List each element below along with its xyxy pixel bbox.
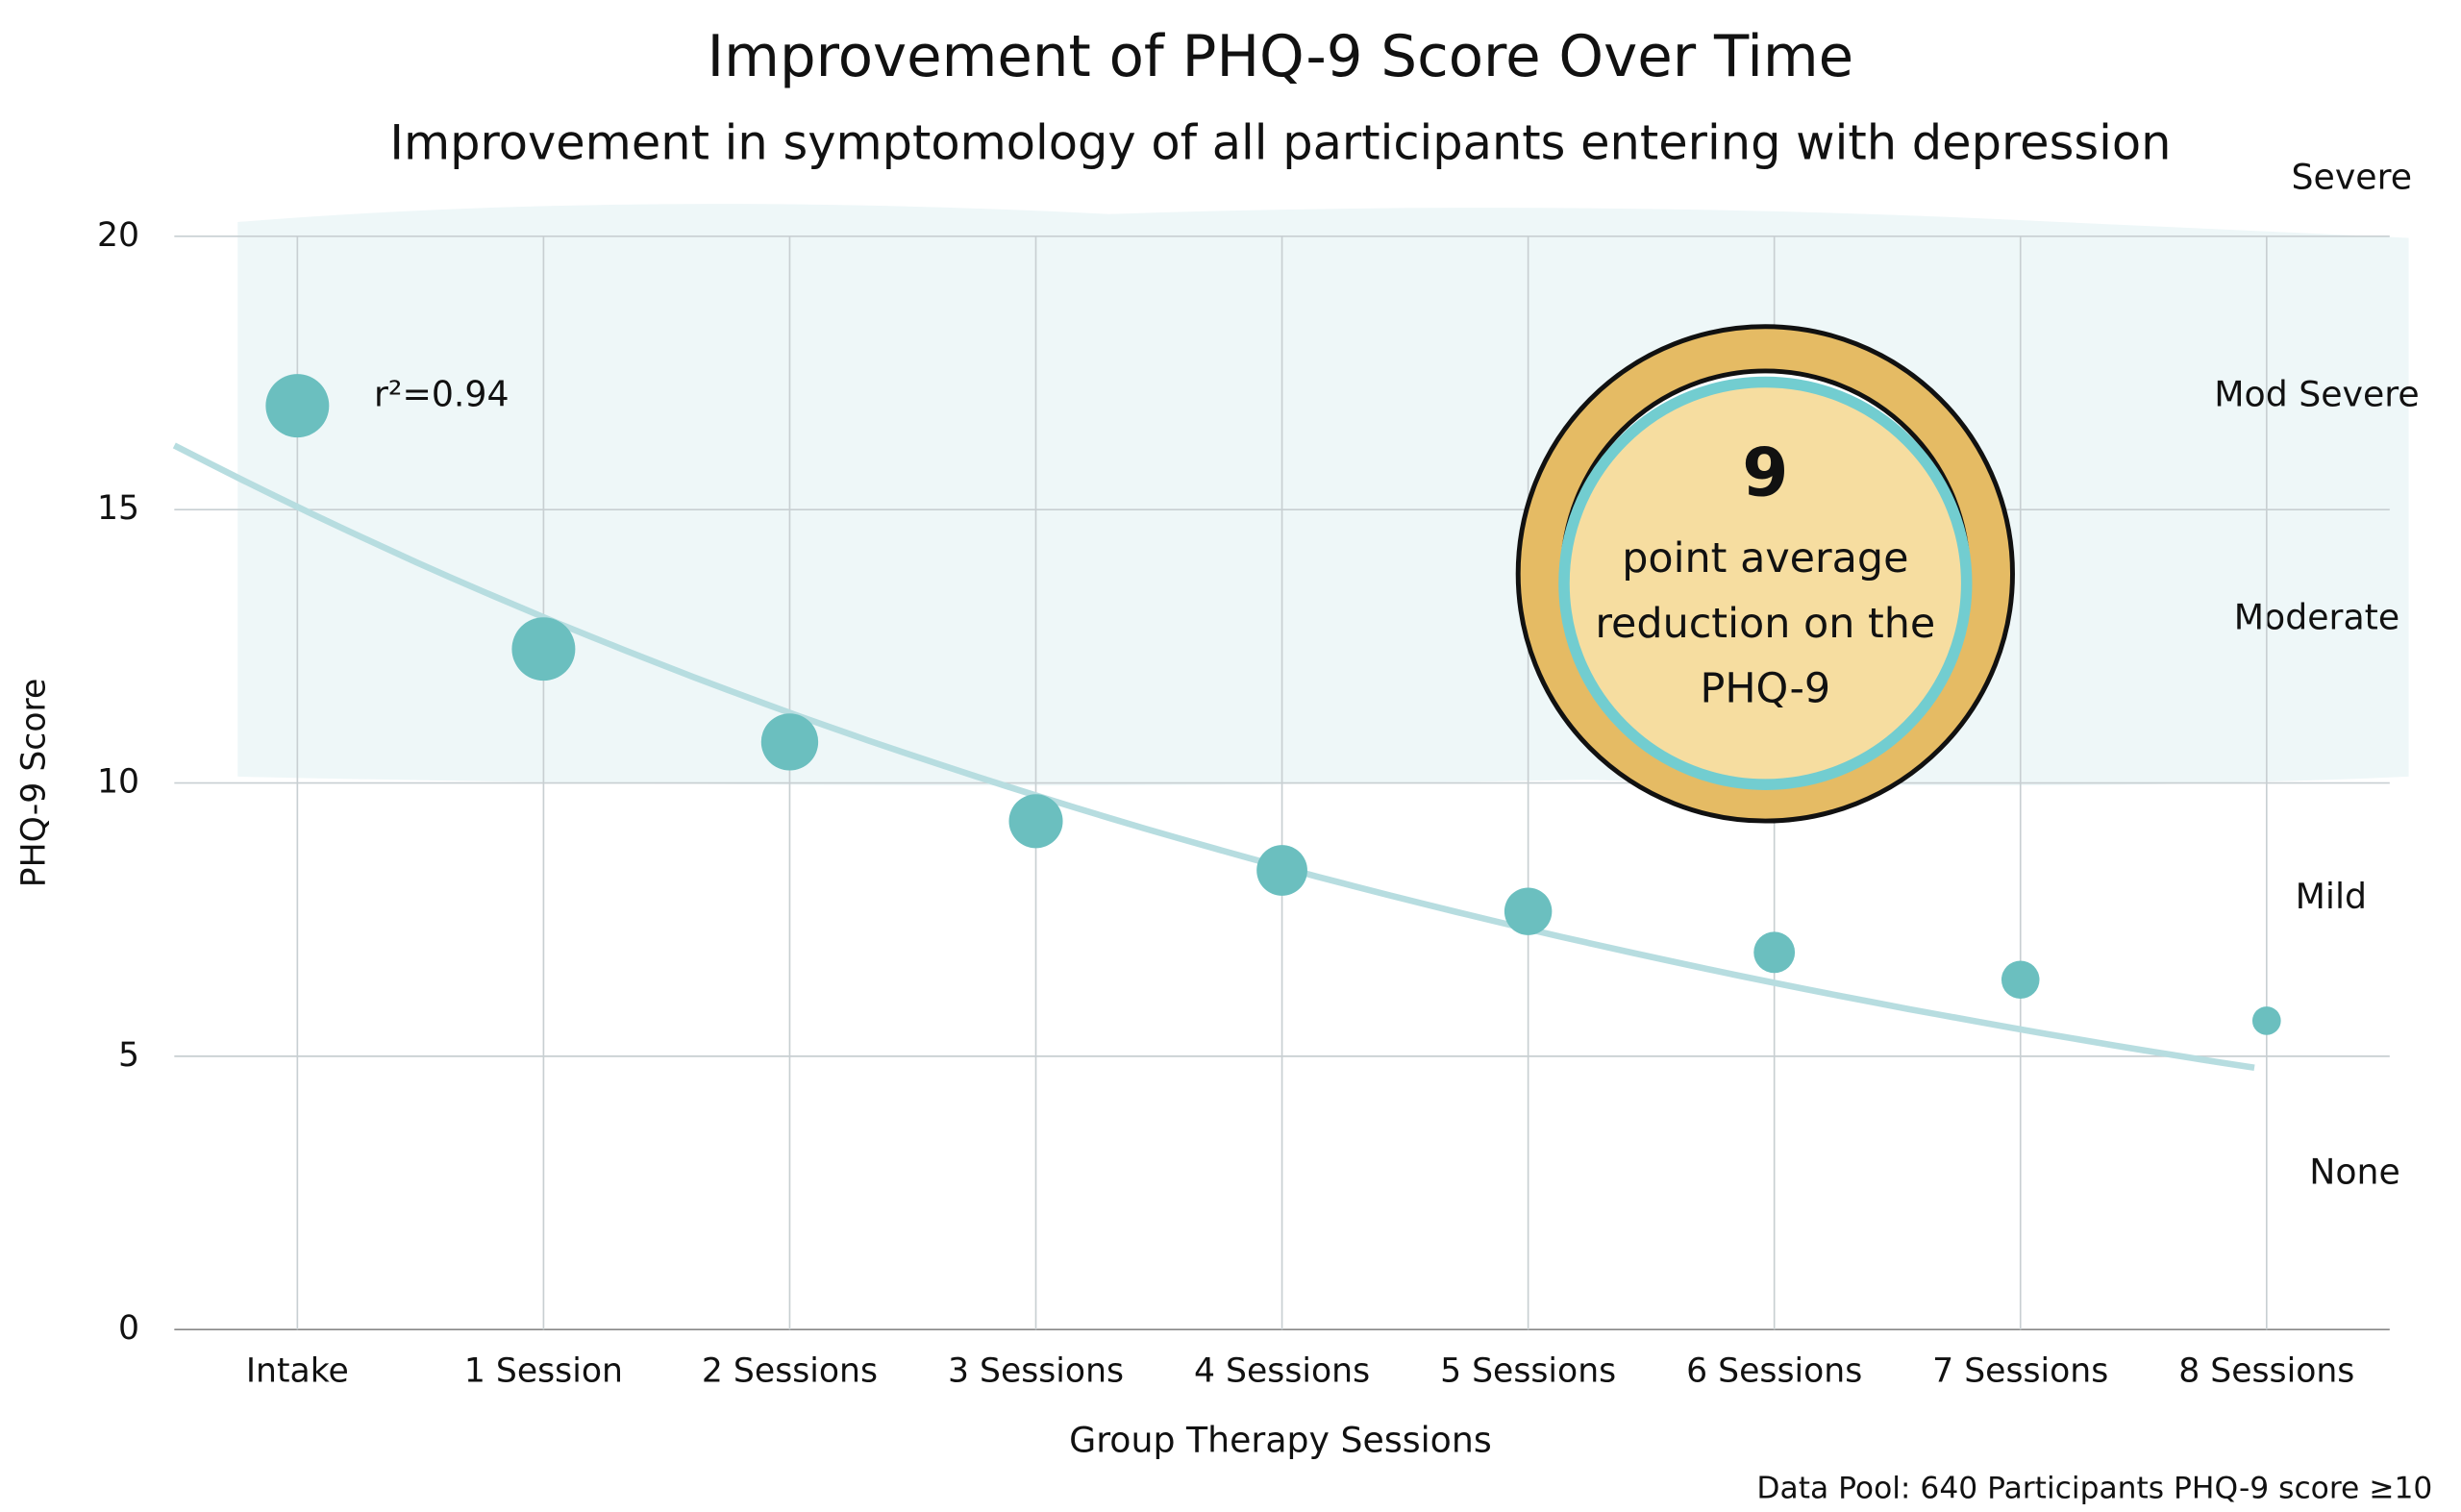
severity-label: Mild (2296, 876, 2367, 917)
footnote: Data Pool: 640 Participants PHQ-9 score … (1756, 1472, 2432, 1506)
bubble (1008, 794, 1063, 849)
x-tick-label: 4 Sessions (1194, 1352, 1370, 1391)
r-squared-label: r²=0.94 (374, 373, 510, 414)
y-tick-label: 5 (118, 1036, 139, 1075)
severity-label: None (2309, 1152, 2400, 1193)
chart-title: Improvement of PHQ-9 Score Over Time (708, 23, 1854, 89)
severity-label: Severe (2292, 156, 2412, 197)
x-axis-label: Group Therapy Sessions (1069, 1419, 1492, 1460)
bubble (2251, 1006, 2281, 1035)
y-tick-label: 0 (118, 1309, 139, 1348)
x-tick-label: Intake (246, 1352, 349, 1391)
x-tick-label: 1 Session (464, 1352, 623, 1391)
x-tick-label: 2 Sessions (702, 1352, 878, 1391)
y-tick-label: 20 (97, 216, 139, 255)
x-tick-label: 7 Sessions (1932, 1352, 2108, 1391)
callout-text: PHQ-9 (1700, 664, 1830, 712)
y-axis-label: PHQ-9 Score (14, 679, 53, 888)
bubble (1504, 887, 1553, 935)
bubble (1256, 845, 1307, 896)
callout: 9 point average reduction on the PHQ-9 (1515, 324, 2015, 824)
x-tick-label: 6 Sessions (1686, 1352, 1862, 1391)
x-tick-label: 5 Sessions (1440, 1352, 1616, 1391)
bubble (2001, 960, 2040, 1000)
x-tick-label: 8 Sessions (2178, 1352, 2354, 1391)
severity-label: Moderate (2234, 597, 2399, 638)
background-wash (237, 204, 2409, 786)
bubble (760, 713, 819, 771)
bubble (511, 617, 576, 682)
y-tick-label: 10 (97, 763, 139, 802)
severity-label: Mod Severe (2214, 373, 2419, 414)
trendline (172, 442, 2255, 1072)
callout-text: point average (1622, 534, 1908, 582)
callout-inner (1558, 376, 1973, 790)
bubble (1753, 931, 1796, 974)
chart-subtitle: Improvement in symptomology of all parti… (389, 114, 2171, 170)
callout-text: reduction on the (1595, 600, 1935, 648)
x-tick-label: 3 Sessions (948, 1352, 1124, 1391)
callout-number: 9 (1742, 434, 1788, 511)
bubble (265, 374, 330, 438)
y-tick-label: 15 (97, 489, 139, 528)
